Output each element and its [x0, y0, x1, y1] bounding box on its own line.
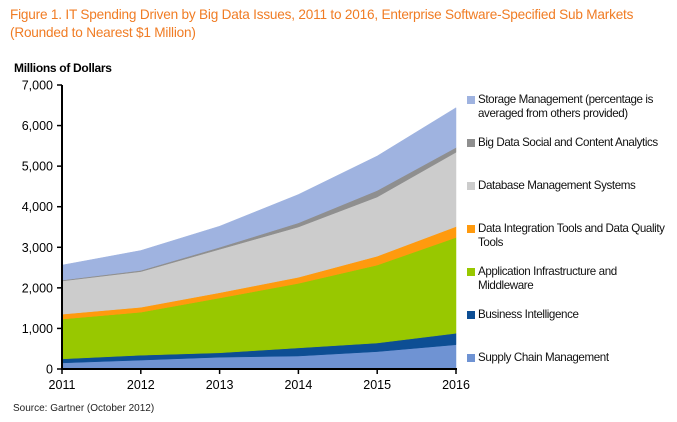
legend-item-database-management: Database Management Systems — [467, 179, 668, 193]
legend-swatch — [467, 268, 475, 276]
y-tick-label: 0 — [46, 363, 53, 377]
legend-label: Application Infrastructure and Middlewar… — [478, 265, 617, 292]
y-tick-label: 1,000 — [22, 322, 53, 336]
y-tick-label: 3,000 — [22, 241, 53, 255]
legend-swatch — [467, 96, 475, 104]
legend-item-supply-chain: Supply Chain Management — [467, 351, 668, 365]
y-tick-label: 2,000 — [22, 281, 53, 295]
legend-label: Big Data Social and Content Analytics — [478, 136, 658, 149]
y-tick-label: 4,000 — [22, 200, 53, 214]
legend-item-data-integration: Data Integration Tools and Data Quality … — [467, 222, 668, 250]
legend-label: Business Intelligence — [478, 308, 579, 321]
x-tick-label: 2013 — [206, 378, 234, 392]
legend-label: Database Management Systems — [478, 179, 636, 192]
legend-swatch — [467, 311, 475, 319]
legend-item-application-infrastructure: Application Infrastructure and Middlewar… — [467, 265, 668, 293]
y-axis-label: Millions of Dollars — [14, 61, 112, 75]
legend-item-business-intelligence: Business Intelligence — [467, 308, 668, 322]
legend-label: Storage Management (percentage is averag… — [478, 93, 653, 120]
x-tick-label: 2015 — [363, 378, 391, 392]
y-tick-label: 5,000 — [22, 160, 53, 174]
area-layers — [61, 107, 457, 370]
x-ticks: 2011 2012 2013 2014 2015 2016 — [49, 369, 470, 392]
legend-label: Supply Chain Management — [478, 351, 609, 364]
area-storage-management — [61, 107, 457, 281]
legend-swatch — [467, 225, 475, 233]
legend-swatch — [467, 139, 475, 147]
legend-swatch — [467, 182, 475, 190]
axes — [61, 85, 457, 370]
y-tick-label: 6,000 — [22, 119, 53, 133]
y-tick-label: 7,000 — [22, 79, 53, 93]
source-note: Source: Gartner (October 2012) — [13, 403, 155, 414]
x-tick-label: 2011 — [49, 378, 76, 392]
x-tick-label: 2016 — [442, 378, 470, 392]
legend-swatch — [467, 354, 475, 362]
legend-item-big-data-social: Big Data Social and Content Analytics — [467, 136, 668, 150]
x-tick-label: 2012 — [127, 378, 155, 392]
y-ticks: 0 1,000 2,000 3,000 4,000 5,000 6,000 7,000 — [22, 79, 62, 377]
legend-item-storage-management: Storage Management (percentage is averag… — [467, 93, 668, 121]
x-tick-label: 2014 — [284, 378, 312, 392]
chart-title: Figure 1. IT Spending Driven by Big Data… — [10, 7, 634, 40]
legend-label: Data Integration Tools and Data Quality … — [478, 222, 665, 249]
